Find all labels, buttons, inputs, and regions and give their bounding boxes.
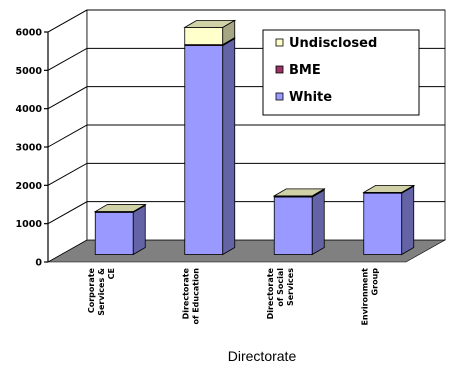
bar-front bbox=[94, 211, 134, 255]
legend-label-white: White bbox=[289, 90, 332, 105]
bar-white-2 bbox=[273, 189, 325, 256]
bar-white-3 bbox=[363, 185, 415, 256]
bar-top bbox=[362, 184, 416, 193]
bar-side bbox=[401, 185, 415, 256]
bar-undisclosed-1 bbox=[184, 19, 236, 46]
legend-swatch-bme bbox=[275, 65, 284, 74]
gridline bbox=[47, 162, 445, 186]
category-label: Services & bbox=[97, 268, 106, 316]
y-tick-label: 0 bbox=[35, 258, 42, 269]
bar-white-1 bbox=[184, 37, 236, 256]
category-label: Directorate bbox=[181, 267, 190, 319]
category-label: of Social bbox=[276, 268, 285, 307]
legend-label-undisclosed: Undisclosed bbox=[289, 36, 377, 51]
bar-side bbox=[132, 204, 146, 256]
bar-top bbox=[93, 204, 147, 212]
bar-top bbox=[272, 188, 326, 197]
bar-side bbox=[311, 189, 325, 256]
legend-box bbox=[262, 29, 420, 116]
y-tick-label: 1000 bbox=[16, 219, 43, 230]
legend-swatch-white bbox=[275, 92, 284, 101]
legend-label-bme: BME bbox=[289, 63, 321, 78]
bar-side bbox=[222, 37, 236, 256]
y-tick-label: 3000 bbox=[16, 143, 43, 154]
category-label: Directorate bbox=[266, 267, 275, 319]
bar-white-0 bbox=[94, 204, 146, 256]
y-tick-label: 5000 bbox=[16, 66, 43, 77]
gridline bbox=[47, 201, 445, 225]
y-tick-label: 4000 bbox=[16, 104, 43, 115]
category-label: Group bbox=[370, 268, 379, 296]
bar-front bbox=[363, 192, 403, 255]
bar-front bbox=[273, 196, 313, 255]
legend-swatch-undisclosed bbox=[275, 38, 284, 47]
x-axis-label: Directorate bbox=[228, 348, 297, 364]
gridline bbox=[47, 124, 445, 148]
bar-front bbox=[184, 45, 224, 255]
legend: Undisclosed BME White bbox=[262, 29, 420, 116]
category-label: CE bbox=[107, 268, 116, 279]
bar-front bbox=[184, 26, 224, 46]
category-label: Corporate bbox=[87, 267, 96, 313]
category-label: of Education bbox=[191, 268, 200, 325]
gridline bbox=[47, 9, 445, 33]
y-tick-label: 6000 bbox=[16, 28, 43, 39]
bar-top bbox=[183, 19, 237, 28]
category-label: Services bbox=[286, 268, 295, 306]
category-label: Environment bbox=[360, 268, 369, 326]
y-tick-label: 2000 bbox=[16, 181, 43, 192]
